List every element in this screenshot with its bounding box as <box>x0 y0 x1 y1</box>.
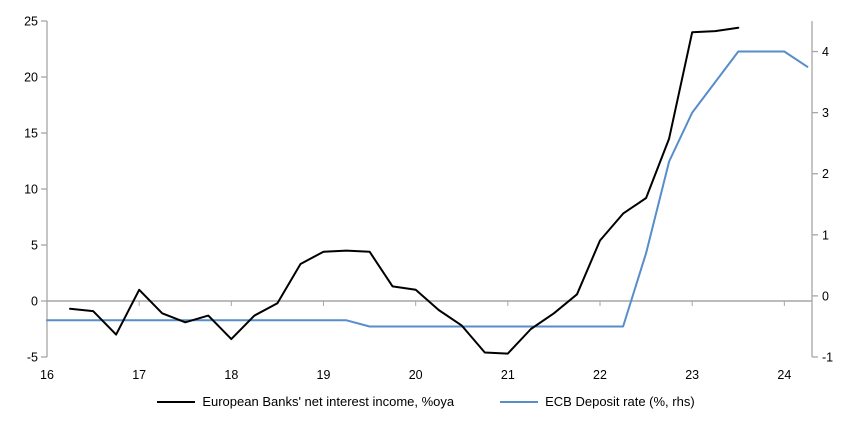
right-axis-tick-label: -1 <box>822 351 833 365</box>
x-axis-tick-label: 24 <box>777 368 791 382</box>
x-axis-tick-label: 17 <box>132 368 146 382</box>
x-axis-tick-label: 19 <box>317 368 331 382</box>
ecb-deposit-rate-legend-label: ECB Deposit rate (%, rhs) <box>545 394 695 409</box>
x-axis-tick-label: 16 <box>40 368 54 382</box>
x-axis-tick-label: 21 <box>501 368 515 382</box>
right-axis-tick-label: 2 <box>822 167 829 181</box>
left-axis-tick-label: 25 <box>24 15 38 29</box>
net-interest-income-line-swatch <box>157 400 196 403</box>
right-axis-tick-label: 0 <box>822 289 829 303</box>
ecb-deposit-rate-line-swatch <box>500 400 539 403</box>
legend-item-ecb-deposit-rate: ECB Deposit rate (%, rhs) <box>500 394 695 409</box>
left-axis-tick-label: 10 <box>24 183 38 197</box>
left-axis-tick-label: 0 <box>31 295 38 309</box>
net-interest-income-legend-label: European Banks' net interest income, %oy… <box>202 394 455 409</box>
x-axis-tick-label: 22 <box>593 368 607 382</box>
x-axis-labels: 16 17 18 19 20 21 22 23 24 <box>40 368 791 382</box>
series-line-net-interest-income <box>69 26 740 355</box>
right-axis: 4 3 2 1 0 -1 <box>811 21 833 365</box>
left-axis: 25 20 15 10 5 0 -5 <box>24 15 48 365</box>
left-axis-tick-label: 15 <box>24 127 38 141</box>
left-axis-tick-label: 20 <box>24 71 38 85</box>
legend-item-net-interest-income: European Banks' net interest income, %oy… <box>157 394 454 409</box>
x-axis-tick-label: 20 <box>409 368 423 382</box>
right-axis-tick-label: 3 <box>822 106 829 120</box>
right-axis-tick-label: 4 <box>822 45 829 59</box>
chart-legend: European Banks' net interest income, %oy… <box>0 394 852 409</box>
series-line-ecb-deposit-rate <box>46 50 809 328</box>
left-axis-tick-label: 5 <box>31 239 38 253</box>
x-axis-tick-label: 18 <box>224 368 238 382</box>
left-axis-tick-label: -5 <box>27 351 38 365</box>
x-axis-tick-label: 23 <box>685 368 699 382</box>
right-axis-tick-label: 1 <box>822 228 829 242</box>
